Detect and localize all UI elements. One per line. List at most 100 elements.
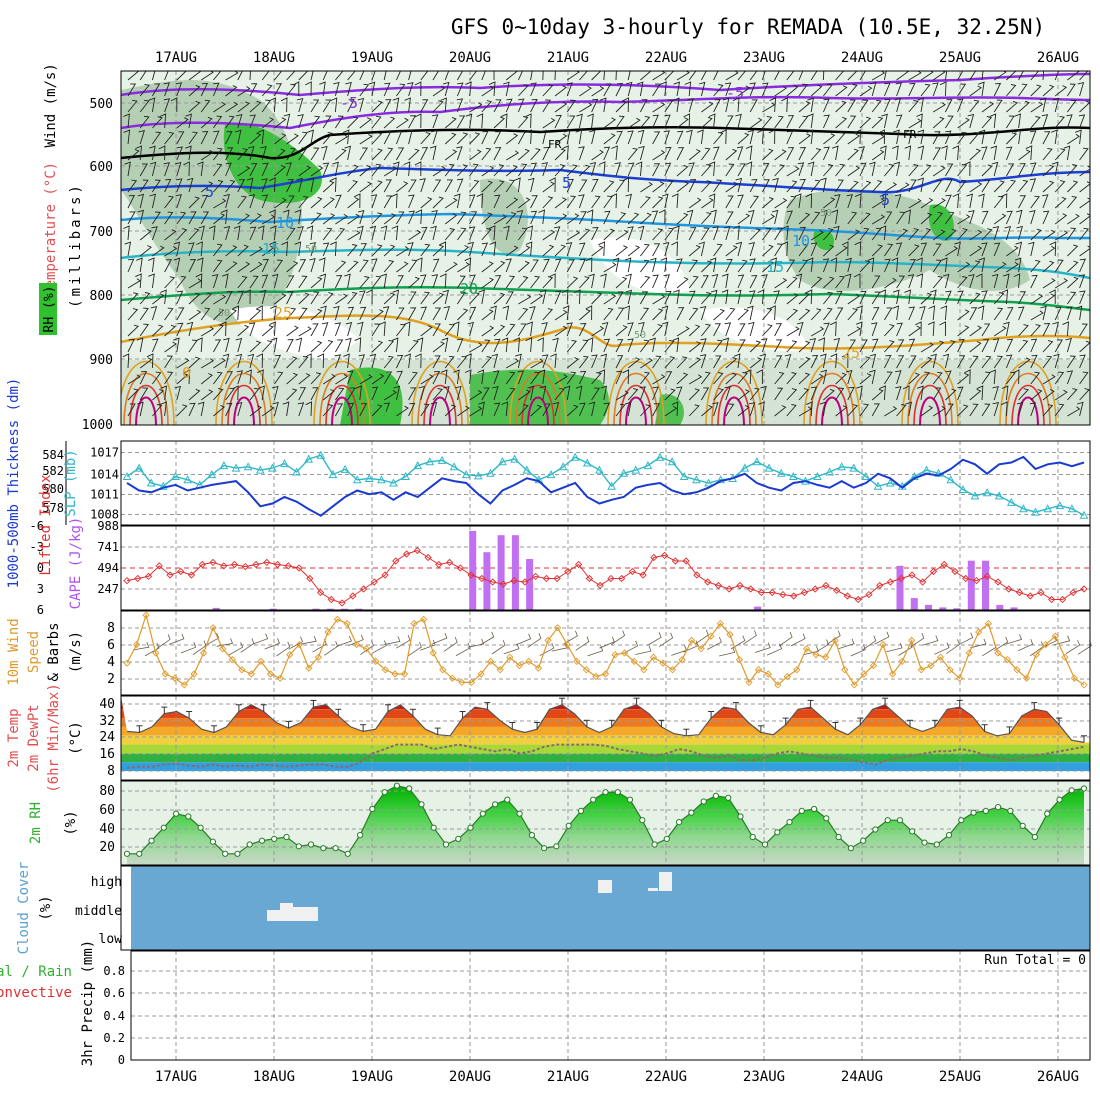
upper-wind-barb (1066, 306, 1073, 321)
upper-wind-barb (404, 97, 411, 113)
upper-wind-barb (530, 162, 538, 177)
upper-wind-barb (196, 161, 204, 177)
upper-wind-barb (249, 226, 257, 241)
upper-wind-barb (298, 259, 307, 273)
upper-wind-barb (518, 323, 527, 337)
upper-wind-barb (408, 371, 418, 385)
upper-wind-barb (932, 102, 946, 113)
cape-tick: 741 (97, 540, 119, 554)
upper-wind-barb (586, 337, 594, 353)
surface-temperature-loop (901, 360, 959, 425)
wind-marker (563, 640, 571, 649)
upper-wind-barb (159, 113, 167, 129)
pressure-level-label: 1000 (82, 418, 113, 433)
upper-wind-barb (309, 257, 316, 273)
rh-marker (185, 813, 192, 820)
upper-wind-barb (176, 290, 184, 305)
upper-wind-barb (359, 276, 370, 289)
upper-wind-barb (664, 356, 676, 369)
upper-wind-barb (1030, 293, 1044, 305)
li-marker (757, 588, 766, 597)
upper-wind-barb (271, 385, 279, 401)
upper-wind-barb (481, 242, 489, 257)
upper-wind-barb (379, 321, 386, 337)
upper-wind-barb (298, 195, 309, 209)
upper-wind-barb (957, 372, 970, 385)
upper-wind-barb (676, 181, 689, 193)
rh-marker (737, 813, 744, 820)
upper-wind-barb (127, 179, 138, 193)
upper-wind-barb (477, 369, 485, 385)
upper-wind-barb (615, 130, 623, 145)
date-label-top: 20AUG (449, 50, 491, 66)
upper-wind-barb (562, 145, 569, 161)
li-marker (177, 567, 185, 576)
upper-wind-barb (818, 337, 826, 353)
upper-wind-barb (578, 402, 586, 417)
upper-wind-barb (762, 179, 770, 193)
upper-wind-barb (1051, 161, 1059, 177)
upper-wind-barb (745, 161, 753, 177)
upper-wind-barb (859, 162, 867, 177)
upper-wind-barb (1067, 388, 1078, 401)
upper-wind-barb (598, 369, 606, 385)
li-marker (607, 574, 615, 583)
upper-wind-barb (797, 162, 805, 177)
upper-wind-barb (430, 225, 437, 241)
upper-wind-barb (625, 193, 633, 209)
wind-marker (420, 615, 428, 624)
upper-wind-barb (566, 339, 577, 353)
upper-wind-barb (701, 292, 712, 305)
upper-wind-barb (805, 289, 813, 305)
upper-wind-barb (196, 241, 203, 257)
upper-wind-barb (688, 374, 703, 385)
upper-wind-barb (322, 242, 330, 257)
temp-axis-title-c: (6hr Min/Max) (46, 683, 62, 793)
upper-wind-barb (854, 129, 861, 145)
upper-wind-barb (395, 354, 404, 369)
wind-marker (573, 657, 581, 666)
upper-wind-barb (163, 162, 170, 177)
upper-wind-barb (957, 355, 966, 369)
upper-wind-barb (932, 165, 946, 177)
upper-wind-barb (566, 230, 581, 241)
upper-wind-barb (530, 358, 544, 369)
upper-wind-barb (969, 307, 978, 321)
upper-wind-barb (1005, 210, 1013, 225)
upper-wind-barb (493, 99, 502, 113)
li-marker (704, 578, 712, 586)
slp-tick: 1011 (90, 488, 119, 502)
rh-marker (577, 807, 585, 815)
li-marker (876, 581, 884, 590)
upper-wind-barb (991, 273, 999, 289)
rh-marker (418, 801, 425, 808)
upper-wind-barb (1005, 338, 1014, 353)
rh-marker (860, 837, 867, 844)
upper-wind-barb (213, 404, 226, 417)
upper-wind-barb (724, 322, 732, 337)
upper-wind-barb (835, 85, 848, 97)
upper-wind-barb (383, 292, 396, 305)
upper-wind-barb (798, 226, 806, 241)
upper-wind-barb (444, 197, 458, 209)
upper-wind-barb (879, 385, 886, 401)
upper-wind-barb (762, 148, 774, 161)
slp-marker (207, 470, 217, 479)
upper-wind-barb (286, 133, 299, 145)
wind-marker (850, 681, 858, 689)
upper-wind-barb (688, 388, 700, 401)
temp-axis-title-a: 2m Temp (6, 708, 22, 767)
surface-wind-barb (994, 636, 1009, 652)
upper-wind-barb (234, 129, 242, 145)
upper-wind-barb (359, 290, 366, 305)
upper-wind-barb (700, 338, 707, 353)
millibars-axis-title: (millibars) (68, 182, 84, 308)
temperature-tick: 40 (99, 697, 115, 712)
surface-wind-barb (1018, 638, 1034, 652)
upper-wind-barb (932, 116, 945, 129)
upper-wind-barb (798, 372, 811, 385)
upper-wind-barb (269, 225, 277, 241)
upper-wind-barb (139, 323, 150, 337)
rh-markers (123, 782, 1088, 857)
li-marker (273, 560, 282, 569)
